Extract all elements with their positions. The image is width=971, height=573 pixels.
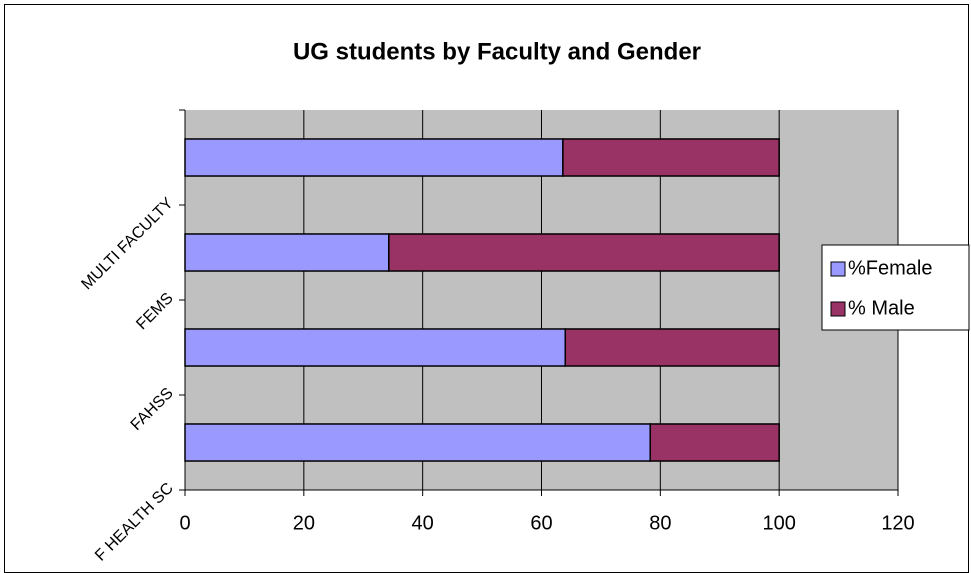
bar bbox=[564, 328, 780, 367]
x-tick-label: 60 bbox=[530, 512, 552, 534]
legend-box bbox=[821, 244, 970, 331]
x-tick-label: 120 bbox=[881, 512, 914, 534]
x-tick-label: 80 bbox=[649, 512, 671, 534]
legend-swatch bbox=[830, 301, 846, 317]
bar bbox=[562, 138, 780, 177]
bar bbox=[184, 138, 564, 177]
x-tick-label: 40 bbox=[412, 512, 434, 534]
legend-label: %Female bbox=[848, 257, 932, 279]
bar bbox=[388, 233, 780, 272]
bar bbox=[649, 423, 780, 462]
chart-title: UG students by Faculty and Gender bbox=[293, 38, 701, 65]
bar bbox=[184, 328, 567, 367]
bar bbox=[184, 233, 390, 272]
x-tick-label: 20 bbox=[293, 512, 315, 534]
legend-swatch bbox=[830, 261, 846, 277]
legend-label: % Male bbox=[848, 297, 915, 319]
x-tick-label: 0 bbox=[179, 512, 190, 534]
bar bbox=[184, 423, 651, 462]
x-tick-label: 100 bbox=[762, 512, 795, 534]
